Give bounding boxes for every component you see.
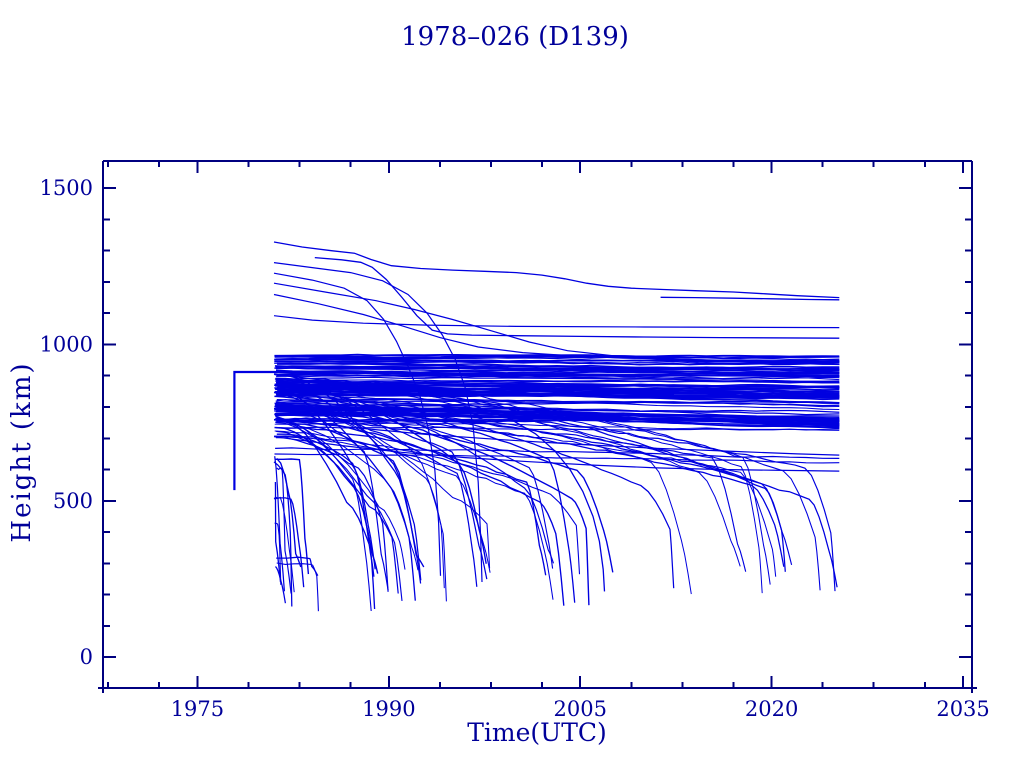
y-tick-label: 0 [80,645,93,669]
x-tick-label: 1990 [362,697,415,721]
late-segment-1145 [660,296,840,301]
low-persistent-a [273,436,840,472]
debris-decay-line [274,456,286,592]
x-tick-label: 2005 [554,697,607,721]
debris-decay-line [276,458,302,568]
data-series [233,241,840,612]
high-fragment-decay-1997 [273,262,483,583]
low-persistent-b [273,418,840,456]
debris-decay-line [275,435,581,575]
debris-decay-line [276,418,372,612]
x-tick-label: 1975 [171,697,224,721]
x-axis-label: Time(UTC) [467,718,607,747]
y-tick-label: 500 [53,489,93,513]
debris-band-line [276,375,840,381]
debris-band-line [274,359,840,366]
debris-decay-line [275,421,419,571]
debris-subband-line [274,418,840,422]
debris-decay-line [274,403,445,589]
debris-band-line [275,355,840,360]
debris-decay-line [274,522,282,585]
debris-decay-line [275,422,403,601]
tick-labels: 1975 1990 2005 2020 2035 0 500 1000 1500 [40,176,990,721]
debris-decay-line [274,481,282,583]
debris-band-line [274,382,840,396]
y-tick-label: 1500 [40,176,93,200]
debris-decay-line [275,404,838,588]
debris-band-line [275,379,840,384]
debris-decay-line [274,497,305,588]
debris-decay-line [274,430,491,573]
x-tick-label: 2020 [745,697,798,721]
debris-decay-line [275,377,821,591]
x-tick-label: 2035 [936,697,989,721]
debris-decay-line [276,562,319,612]
debris-decay-line [276,391,793,566]
debris-band-line [275,365,840,372]
debris-band-line [275,376,840,382]
debris-band-line [274,378,840,390]
debris-band-line [277,386,840,393]
chart-title: 1978–026 (D139) [401,22,629,52]
high-fragment-plateau-1030 [314,256,840,339]
debris-decay-line [275,458,310,575]
debris-decay-line [276,386,555,564]
debris-decay-line [274,435,554,600]
debris-band-line [276,399,840,411]
debris-subband-line [276,426,840,431]
debris-decay-line [275,384,487,564]
debris-decay-line [276,430,399,594]
debris-decay-line [274,413,785,567]
high-to-band-a [273,282,840,366]
plateau-1055 [273,315,840,329]
debris-subband-line [274,453,840,464]
debris-decay-line [276,417,777,577]
debris-decay-line [276,393,675,589]
debris-decay-line [276,401,836,592]
axes [98,160,977,693]
debris-band-line [274,362,840,371]
high-fragment-decay-1994 [273,272,442,576]
debris-decay-line [275,417,614,573]
top-fragment-1330km [273,241,840,299]
high-to-band-b [273,293,840,363]
y-axis-label: Height (km) [7,361,37,542]
debris-decay-line [274,395,576,603]
debris-decay-line [275,378,786,572]
parent-object-step [233,370,840,491]
y-tick-label: 1000 [40,332,93,356]
debris-decay-line [275,384,763,594]
debris-band-line [275,391,840,399]
debris-decay-line [275,384,741,567]
debris-band-line [277,355,840,361]
